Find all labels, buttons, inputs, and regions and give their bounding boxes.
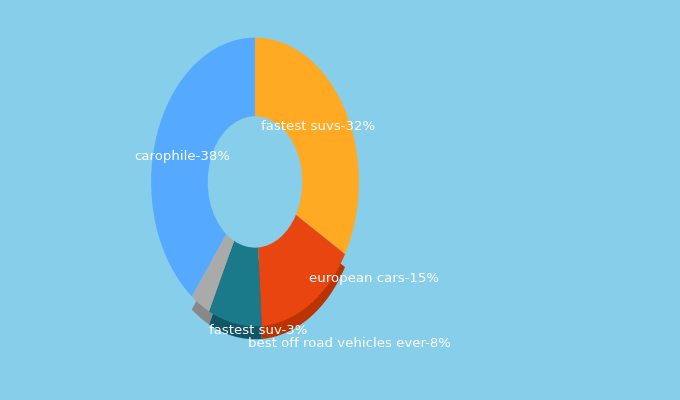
Wedge shape [151,38,255,296]
Text: fastest suv-3%: fastest suv-3% [209,324,307,337]
Wedge shape [255,38,359,254]
Wedge shape [192,234,234,311]
Text: best off road vehicles ever-8%: best off road vehicles ever-8% [248,337,451,350]
Wedge shape [209,254,262,339]
Wedge shape [209,241,262,326]
Wedge shape [192,247,234,324]
Text: carophile-38%: carophile-38% [135,150,231,163]
Wedge shape [258,215,345,326]
Wedge shape [258,228,345,339]
Text: fastest suvs-32%: fastest suvs-32% [261,120,375,133]
Text: european cars-15%: european cars-15% [309,272,439,285]
